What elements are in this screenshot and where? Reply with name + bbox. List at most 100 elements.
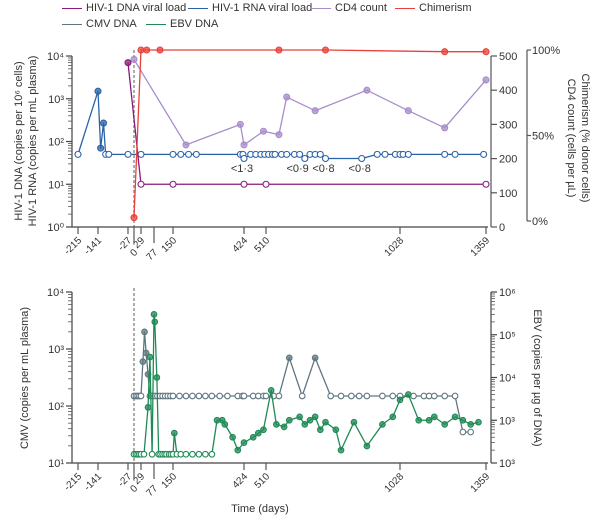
ebv-series-point <box>389 413 397 421</box>
bottom-ylabel-ebv: EBV (copies per µg of DNA) <box>531 309 543 446</box>
cd4-series-point <box>236 120 244 128</box>
top-left-axis-tick-label: 10² <box>48 137 64 149</box>
hiv1-dna-series-point <box>124 59 132 67</box>
cmv-series-point <box>348 392 355 400</box>
ebv-series-point <box>146 353 154 361</box>
detection-limit-annotation: <0·8 <box>312 163 334 175</box>
bottom-x-axis-tick-label: 424 <box>231 471 251 491</box>
chimerism-axis-tick-label: 50% <box>532 131 554 143</box>
legend-swatch <box>62 7 82 9</box>
ebv-series-point <box>350 418 358 426</box>
cmv-series-point <box>459 428 467 436</box>
legend-item-cmv: CMV DNA <box>62 18 137 30</box>
hiv1-rna-series-point <box>381 150 389 158</box>
hiv1-rna-series-point <box>373 150 381 158</box>
cmv-series-point <box>142 349 150 357</box>
ebv-series-point <box>337 446 345 454</box>
top-x-axis-tick-label: 150 <box>160 235 180 255</box>
hiv1-rna-series-point <box>283 150 291 158</box>
ebv-series-point <box>430 413 438 421</box>
hiv1-rna-series-point <box>99 119 108 127</box>
ebv-series-point <box>459 416 467 424</box>
ebv-series-point <box>363 442 371 450</box>
ebv-series-point <box>425 416 433 424</box>
bottom-x-axis-tick-label: 510 <box>253 471 273 491</box>
legend-item-cd4: CD4 count <box>311 2 387 14</box>
ebv-series-point <box>475 418 482 426</box>
ebv-series-point <box>234 446 242 454</box>
bottom-x-axis-tick-label: 150 <box>160 471 180 491</box>
ebv-series-point <box>332 426 340 434</box>
chimerism-series-point <box>275 46 283 54</box>
ebv-series-point <box>195 450 203 458</box>
bottom-right-axis-tick-label: 10⁴ <box>499 373 516 385</box>
cd4-series-point <box>311 107 319 115</box>
ebv-series-point <box>267 387 275 394</box>
chimerism-series-point <box>130 214 138 222</box>
top-left-axis-tick-label: 10⁴ <box>47 51 64 63</box>
cmv-series-point <box>195 392 203 400</box>
top-left-axis-tick-label: 10¹ <box>48 179 64 191</box>
bottom-right-axis-tick-label: 10³ <box>499 415 515 427</box>
hiv1-rna-series-point <box>451 150 459 158</box>
cmv-series-point <box>139 358 147 365</box>
chimerism-series-point <box>156 46 164 54</box>
hiv1-dna-series-line <box>127 62 486 185</box>
legend-label: CD4 count <box>335 2 387 14</box>
bottom-x-axis-tick-label: 1359 <box>469 471 493 495</box>
hiv1-rna-series-point <box>74 150 82 158</box>
legend-swatch <box>146 23 166 25</box>
hiv1-rna-series-point <box>184 150 193 158</box>
legend-swatch <box>188 7 208 9</box>
cd4-axis-tick-label: 100 <box>499 188 517 200</box>
cmv-series-point <box>355 392 363 400</box>
hiv1-rna-series-point <box>177 150 185 158</box>
legend-item-ebv: EBV DNA <box>146 18 218 30</box>
ebv-series-point <box>260 426 267 434</box>
legend-swatch <box>311 7 331 9</box>
top-x-axis-tick-label: 510 <box>253 235 273 255</box>
cd4-axis-tick-label: 300 <box>499 119 517 131</box>
cmv-series-point <box>224 392 231 400</box>
cmv-series-point <box>467 428 475 436</box>
chimerism-axis-tick-label: 0% <box>532 216 548 228</box>
ebv-series-point <box>221 421 229 428</box>
hiv1-rna-series-point <box>441 150 449 158</box>
cmv-series-point <box>262 392 270 400</box>
cmv-series-point <box>337 392 345 400</box>
legend-label: Chimerism <box>419 2 472 14</box>
legend-label: HIV-1 DNA viral load <box>86 2 187 14</box>
cmv-series-point <box>182 392 190 400</box>
hiv1-rna-series-point <box>94 87 102 95</box>
hiv1-dna-series-point <box>137 180 145 188</box>
ebv-series-point <box>153 374 161 381</box>
cmv-series-point <box>202 392 209 400</box>
cd4-series-point <box>283 93 291 101</box>
cmv-series-point <box>176 392 183 400</box>
cmv-series-point <box>389 392 397 400</box>
hiv1-rna-series-point <box>301 154 309 163</box>
cd4-axis-tick-label: 0 <box>499 222 505 234</box>
x-axis-title: Time (days) <box>231 503 289 515</box>
hiv1-dna-series-point <box>482 180 490 188</box>
chimerism-axis-tick-label: 100% <box>532 45 560 57</box>
bottom-x-axis-tick-label: -215 <box>62 471 84 493</box>
cmv-series-point <box>451 392 459 400</box>
cd4-series-point <box>482 76 490 84</box>
ebv-series-point <box>467 421 475 428</box>
hiv1-rna-series-point <box>97 144 105 152</box>
top-x-axis-tick-label: -215 <box>62 235 84 257</box>
cmv-series-point <box>275 392 283 400</box>
cmv-series-point <box>379 392 386 400</box>
cd4-axis-tick-label: 400 <box>499 85 517 97</box>
cd4-axis-tick-label: 200 <box>499 154 517 166</box>
ebv-series-point <box>280 423 288 431</box>
hiv1-rna-series-point <box>137 150 145 158</box>
cd4-series-point <box>404 107 412 115</box>
ebv-series-point <box>322 418 329 426</box>
cd4-series-point <box>130 55 138 63</box>
ebv-series-point <box>140 450 148 458</box>
ebv-series-point <box>148 450 156 458</box>
legend-label: CMV DNA <box>86 18 137 30</box>
top-x-axis-tick-label: -141 <box>82 235 104 257</box>
